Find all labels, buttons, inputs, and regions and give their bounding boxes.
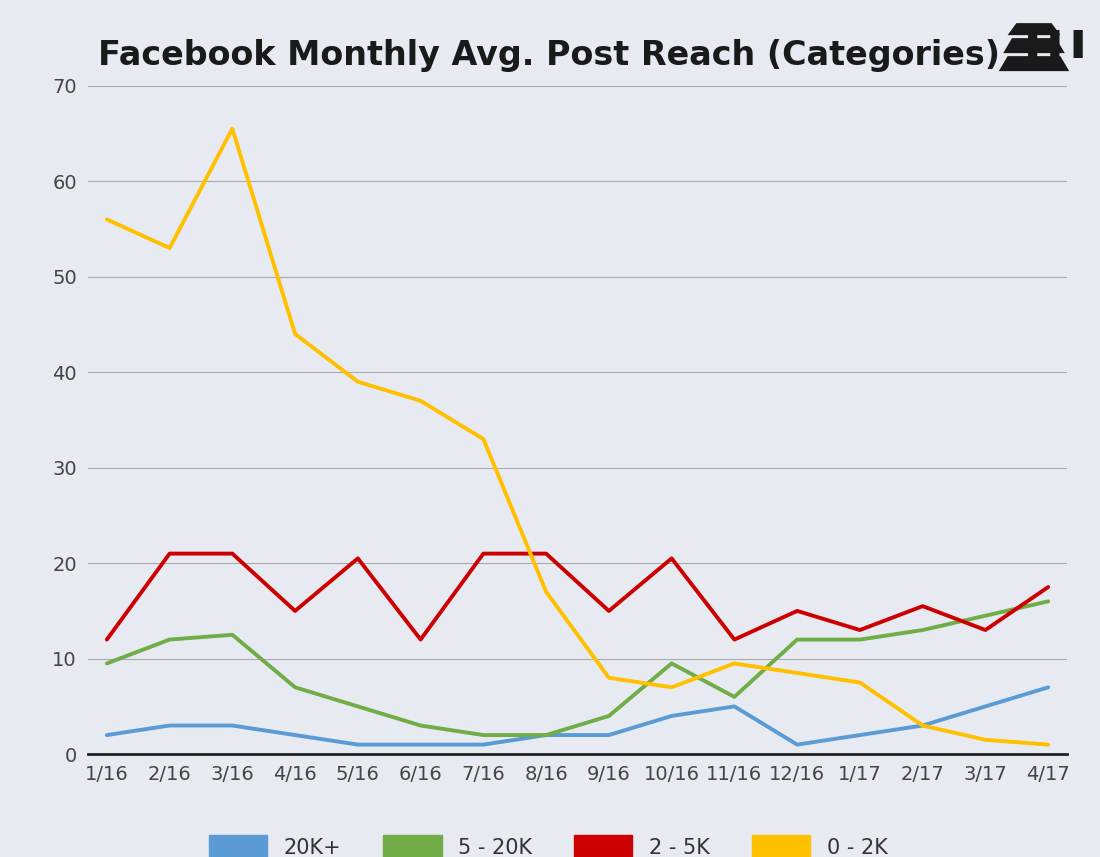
Text: ❚❚❚: ❚❚❚ <box>1021 30 1091 58</box>
Polygon shape <box>1008 23 1060 35</box>
Text: Facebook Monthly Avg. Post Reach (Categories): Facebook Monthly Avg. Post Reach (Catego… <box>98 39 1000 72</box>
Legend: 20K+, 5 - 20K, 2 - 5K, 0 - 2K: 20K+, 5 - 20K, 2 - 5K, 0 - 2K <box>198 824 898 857</box>
Polygon shape <box>999 57 1069 71</box>
Polygon shape <box>1003 38 1065 53</box>
